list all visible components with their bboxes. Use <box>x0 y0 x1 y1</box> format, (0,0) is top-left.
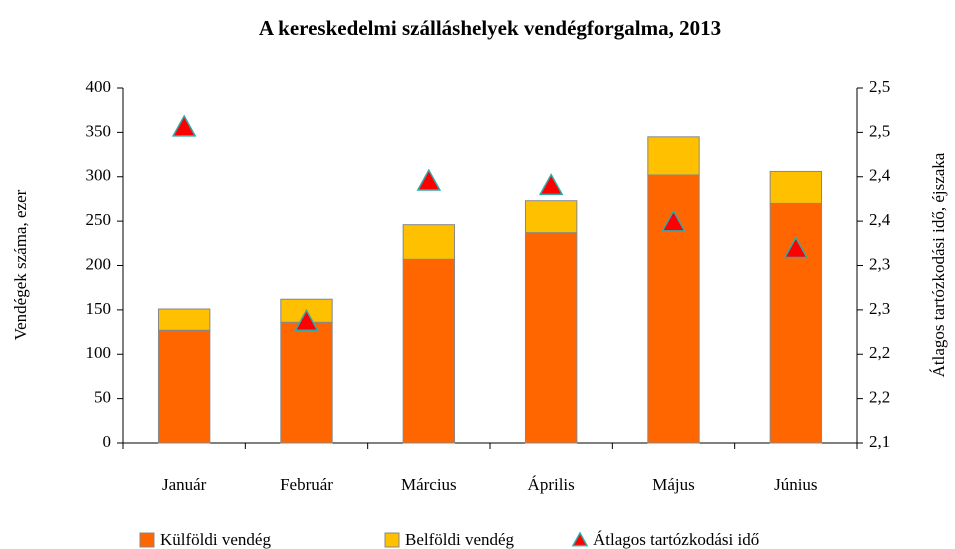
legend-marker <box>571 531 589 547</box>
y2-tick-label: 2,3 <box>869 254 890 273</box>
marker <box>538 173 564 196</box>
legend-label: Külföldi vendég <box>160 530 271 549</box>
y-tick-label: 200 <box>86 254 112 273</box>
y-tick-label: 400 <box>86 77 112 96</box>
x-tick-label: Április <box>528 475 575 494</box>
y2-tick-label: 2,2 <box>869 388 890 407</box>
marker <box>294 308 319 331</box>
y-tick-label: 0 <box>103 432 112 451</box>
bar <box>157 329 211 444</box>
y2-tick-label: 2,1 <box>869 432 890 451</box>
y-tick-label: 300 <box>86 166 112 185</box>
marker <box>661 209 686 232</box>
marker <box>171 114 197 137</box>
bar <box>402 224 456 260</box>
marker <box>416 168 442 191</box>
x-tick-label: Május <box>652 475 695 494</box>
y2-tick-label: 2,4 <box>869 210 891 229</box>
y-tick-label: 250 <box>86 210 112 229</box>
x-tick-label: Február <box>280 475 333 494</box>
x-tick-label: Március <box>401 475 457 494</box>
y2-tick-label: 2,3 <box>869 299 890 318</box>
marker <box>783 236 809 259</box>
bar <box>402 258 456 444</box>
bar <box>647 136 700 176</box>
legend-swatch <box>139 532 155 548</box>
bar <box>769 170 823 204</box>
x-tick-label: Január <box>162 475 207 494</box>
chart-title: A kereskedelmi szálláshelyek vendégforga… <box>259 16 721 40</box>
y2-tick-label: 2,4 <box>869 166 891 185</box>
legend-swatch <box>384 532 400 548</box>
bar <box>157 308 211 331</box>
y-tick-label: 50 <box>94 388 111 407</box>
bar <box>524 200 578 234</box>
x-tick-label: Június <box>774 475 817 494</box>
y-axis-label: Vendégek száma, ezer <box>11 189 30 340</box>
y2-tick-label: 2,5 <box>869 77 890 96</box>
y2-tick-label: 2,2 <box>869 343 890 362</box>
bar <box>280 321 333 444</box>
bar <box>524 232 578 444</box>
y2-axis-label: Átlagos tartózkodási idő, éjszaka <box>929 152 948 377</box>
y2-tick-label: 2,5 <box>869 121 890 140</box>
y-tick-label: 350 <box>86 121 112 140</box>
legend-label: Belföldi vendég <box>405 530 515 549</box>
y-tick-label: 100 <box>86 343 112 362</box>
legend-label: Átlagos tartózkodási idő <box>593 530 759 549</box>
y-tick-label: 150 <box>86 299 112 318</box>
